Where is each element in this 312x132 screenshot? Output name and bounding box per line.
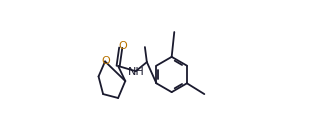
Text: NH: NH xyxy=(128,67,145,77)
Text: O: O xyxy=(118,41,127,51)
Text: O: O xyxy=(101,56,110,66)
